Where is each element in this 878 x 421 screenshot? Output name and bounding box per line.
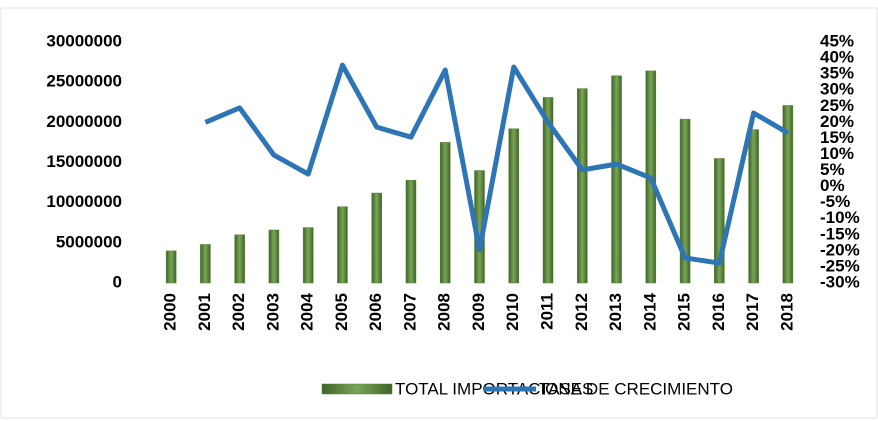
y2-tick-label: 10% (820, 144, 854, 163)
bar (337, 206, 348, 284)
x-tick-label: 2013 (606, 293, 625, 331)
y2-tick-label: 35% (820, 64, 854, 83)
bar (714, 158, 725, 284)
y-tick-label: 10000000 (46, 192, 122, 211)
x-tick-label: 2005 (332, 293, 351, 331)
y-tick-label: 30000000 (46, 31, 122, 50)
x-tick-label: 2017 (743, 293, 762, 331)
bar (234, 234, 245, 284)
bar (439, 142, 451, 284)
x-tick-label: 2016 (709, 293, 728, 331)
x-tick-label: 2002 (229, 293, 248, 331)
bar (577, 88, 588, 284)
x-tick-label: 2011 (538, 293, 557, 330)
y-tick-label: 20000000 (46, 112, 122, 131)
bar (748, 129, 759, 284)
bar (200, 244, 211, 284)
bar (611, 75, 622, 284)
y2-tick-label: -25% (820, 256, 860, 275)
x-tick-label: 2007 (400, 293, 419, 331)
bar (542, 97, 554, 284)
bar (782, 105, 794, 284)
y-tick-label: 5000000 (56, 232, 122, 251)
y2-tick-label: -5% (820, 192, 850, 211)
line (204, 62, 790, 266)
y2-tick-label: -10% (820, 208, 860, 227)
y2-tick-label: -30% (820, 272, 860, 291)
bar (165, 250, 177, 284)
y2-tick-label: 45% (820, 31, 854, 50)
bar (679, 118, 691, 284)
x-tick-label: 2012 (572, 293, 591, 331)
x-tick-label: 2006 (366, 293, 385, 331)
y-tick-label: 15000000 (46, 152, 122, 171)
y2-tick-label: 0% (820, 176, 845, 195)
x-tick-label: 2000 (161, 293, 180, 331)
x-tick-label: 2003 (263, 293, 282, 331)
y2-tick-label: 20% (820, 112, 854, 131)
y-tick-label: 0 (113, 272, 122, 291)
x-tick-label: 2015 (675, 293, 694, 331)
y2-tick-label: -20% (820, 240, 860, 259)
y2-tick-label: 5% (820, 160, 845, 179)
bar (268, 229, 280, 284)
y2-tick-label: -15% (820, 224, 860, 243)
bar (302, 227, 314, 284)
y2-tick-label: 25% (820, 96, 854, 115)
y2-tick-label: 30% (820, 80, 854, 99)
x-tick-label: 2014 (640, 292, 659, 330)
y-tick-label: 25000000 (46, 72, 122, 91)
x-tick-label: 2018 (777, 293, 796, 331)
bar (371, 192, 382, 284)
legend-label: TASA DE CRECIMIENTO (539, 379, 733, 398)
x-tick-label: 2008 (435, 293, 454, 331)
bar (508, 128, 520, 284)
bar (405, 179, 417, 284)
x-tick-label: 2004 (298, 292, 317, 330)
chart-border (0, 7, 878, 419)
x-tick-label: 2001 (195, 293, 214, 331)
y2-tick-label: 40% (820, 48, 854, 67)
x-tick-label: 2009 (469, 293, 488, 331)
y2-tick-label: 15% (820, 128, 854, 147)
x-tick-label: 2010 (503, 293, 522, 331)
legend-swatch (321, 383, 393, 395)
